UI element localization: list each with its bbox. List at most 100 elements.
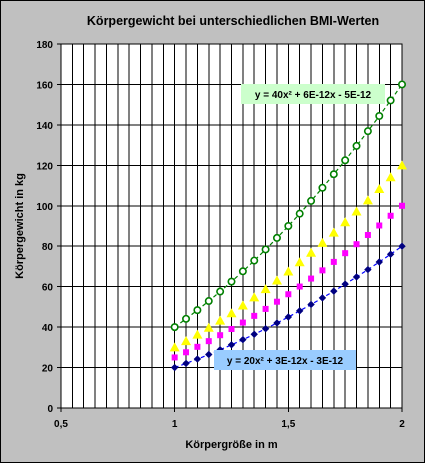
data-point-series-1 [352, 273, 361, 281]
data-point-series-1 [330, 287, 338, 295]
data-point-series-2 [285, 291, 292, 298]
x-tick-label: 0,5 [54, 419, 68, 430]
data-point-series-3 [328, 227, 339, 237]
data-point-series-1 [318, 294, 327, 302]
y-tick-label: 40 [42, 323, 54, 334]
data-point-series-2 [296, 283, 303, 290]
data-point-series-4 [170, 323, 179, 332]
data-point-series-4 [375, 111, 384, 120]
data-point-series-3 [351, 206, 362, 216]
data-point-series-3 [374, 183, 385, 193]
data-point-series-2 [387, 212, 394, 219]
chart-title: Körpergewicht bei unterschiedlichen BMI-… [87, 14, 379, 28]
data-point-series-1 [227, 341, 236, 349]
data-point-series-3 [340, 217, 351, 227]
data-point-series-4 [284, 222, 293, 231]
data-point-series-2 [262, 305, 269, 312]
data-point-series-1 [307, 300, 315, 309]
y-tick-label: 180 [36, 40, 53, 51]
data-point-series-4 [204, 297, 213, 306]
data-point-series-2 [330, 258, 337, 265]
data-point-series-3 [397, 160, 407, 170]
x-tick-label: 2 [399, 419, 405, 430]
equation-box [241, 84, 385, 104]
x-axis-label: Körpergröße in m [185, 439, 278, 451]
data-point-series-4 [193, 306, 202, 315]
data-point-series-2 [239, 319, 246, 326]
data-point-series-2 [205, 338, 212, 345]
data-point-series-2 [399, 202, 405, 209]
data-point-series-2 [353, 241, 360, 248]
y-tick-label: 20 [42, 364, 54, 375]
data-point-series-3 [306, 247, 317, 257]
data-point-series-2 [308, 275, 315, 282]
y-tick-label: 80 [42, 242, 54, 253]
data-point-series-2 [376, 222, 383, 229]
data-point-series-2 [342, 250, 349, 257]
data-point-series-2 [251, 312, 258, 319]
data-point-series-3 [317, 237, 328, 247]
x-tick-label: 1 [172, 419, 178, 430]
data-point-series-2 [194, 343, 201, 350]
data-point-series-4 [182, 314, 191, 323]
trendline-series-4 [174, 84, 403, 328]
data-point-series-4 [352, 141, 361, 150]
data-point-series-4 [261, 245, 270, 254]
data-point-series-3 [260, 284, 271, 294]
data-point-series-3 [385, 172, 396, 182]
data-point-series-1 [398, 242, 406, 250]
y-tick-label: 160 [36, 80, 53, 91]
data-point-series-4 [227, 277, 236, 286]
data-point-series-2 [319, 267, 326, 274]
equation-box [214, 350, 356, 370]
data-point-series-2 [273, 298, 280, 305]
data-point-series-1 [193, 355, 202, 363]
data-point-series-3 [226, 308, 237, 318]
data-point-series-2 [364, 231, 371, 238]
data-point-series-2 [228, 326, 235, 333]
data-point-series-4 [363, 127, 372, 136]
data-point-series-1 [284, 313, 293, 321]
data-point-series-1 [295, 307, 304, 315]
y-tick-label: 100 [36, 202, 53, 213]
data-point-series-1 [182, 359, 190, 368]
data-point-series-1 [250, 330, 258, 338]
data-point-series-3 [192, 329, 203, 339]
data-point-series-4 [341, 156, 350, 165]
data-point-series-2 [217, 332, 224, 339]
plot-border [60, 43, 403, 409]
data-point-series-3 [362, 195, 373, 205]
data-point-series-3 [215, 315, 226, 325]
data-point-series-1 [273, 319, 281, 327]
data-point-series-4 [295, 209, 304, 218]
data-point-series-3 [237, 300, 248, 310]
data-point-series-2 [183, 349, 190, 356]
data-point-series-3 [181, 336, 192, 346]
data-point-series-3 [294, 257, 305, 267]
data-point-series-2 [171, 354, 178, 361]
equation-label: y = 20x² + 3E-12x - 3E-12 [227, 356, 344, 367]
y-tick-label: 120 [36, 161, 53, 172]
y-tick-label: 140 [36, 121, 53, 132]
data-point-series-4 [307, 196, 316, 205]
equation-label: y = 40x² + 6E-12x - 5E-12 [255, 90, 372, 101]
data-point-series-4 [386, 96, 395, 105]
data-point-series-1 [341, 280, 349, 288]
data-point-series-1 [261, 325, 270, 333]
data-point-series-4 [318, 183, 327, 192]
data-point-series-3 [203, 322, 214, 332]
trendline-series-1 [174, 245, 403, 369]
data-point-series-3 [169, 342, 180, 352]
data-point-series-4 [329, 170, 338, 179]
data-point-series-4 [238, 267, 247, 276]
data-point-series-4 [272, 233, 281, 242]
data-point-series-1 [364, 265, 372, 274]
data-point-series-4 [250, 256, 259, 265]
data-point-series-1 [375, 258, 383, 266]
data-point-series-3 [271, 275, 282, 285]
data-point-series-1 [205, 350, 213, 359]
data-point-series-1 [386, 250, 395, 258]
data-point-series-1 [170, 363, 179, 372]
